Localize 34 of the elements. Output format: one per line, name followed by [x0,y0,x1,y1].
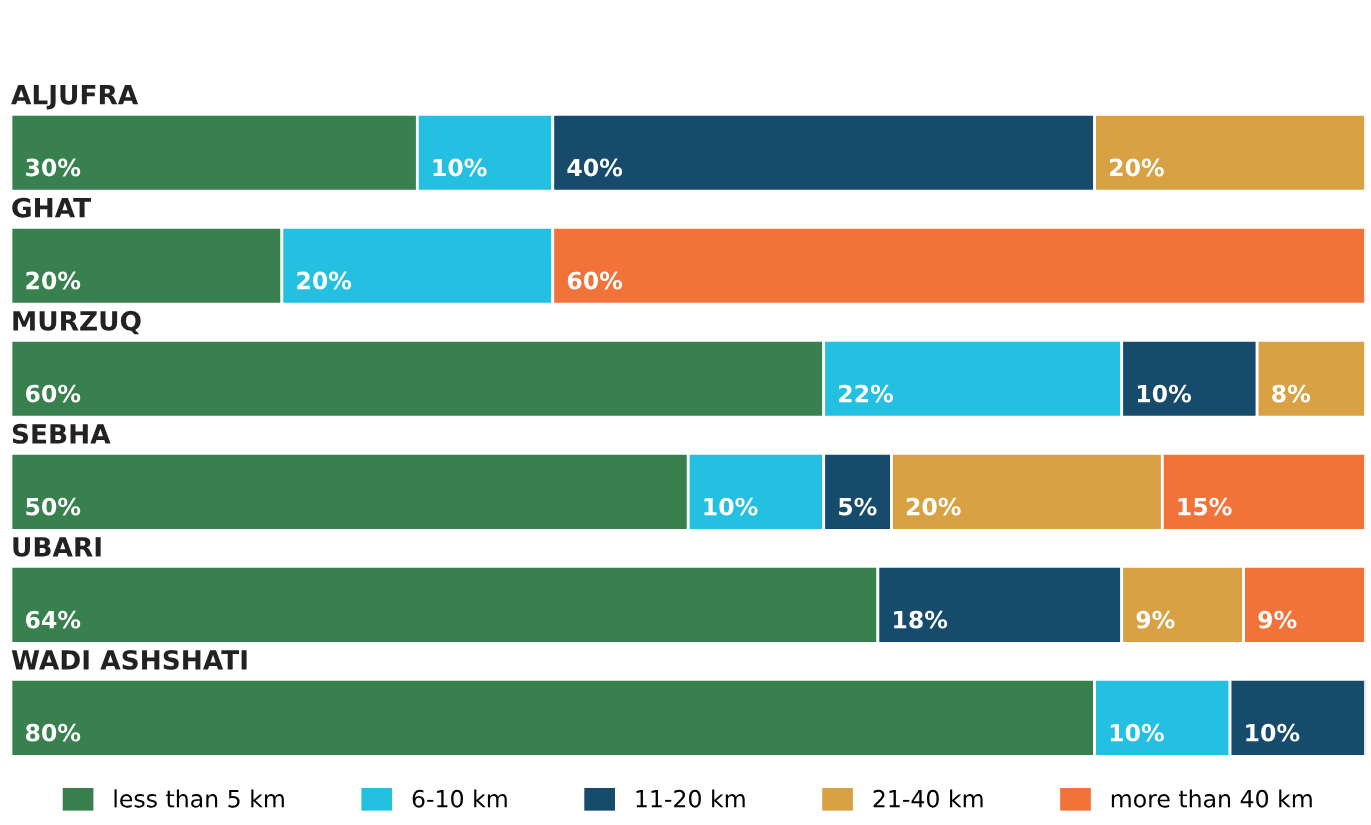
data-label: 22% [839,384,894,403]
data-label: 20% [906,497,961,516]
y-tick-label: SEBHA [12,423,111,444]
data-label: 9% [1258,610,1297,629]
legend-label: less than 5 km [114,789,284,808]
y-tick-label: WADI ASHSHATI [11,649,247,670]
y-tick-label: UBARI [13,537,101,557]
data-label: 10% [1110,723,1164,742]
legend-label: 21-40 km [873,789,983,808]
data-label: 80% [25,723,81,742]
y-tick-label: GHAT [12,197,91,218]
data-label: 60% [567,271,623,290]
data-label: 40% [567,158,623,177]
data-label: 60% [25,384,81,403]
y-tick-label: MURZUQ [13,310,141,335]
legend-label: 6-10 km [412,789,507,808]
legend-label: 11-20 km [636,789,745,808]
data-label: 9% [1136,610,1175,629]
data-label: 10% [1246,723,1300,742]
data-label: 15% [1178,497,1232,516]
y-tick-label: ALJUFRA [11,85,139,110]
data-label: 30% [26,158,81,177]
data-label: 18% [894,610,948,629]
data-label: 50% [26,497,81,516]
data-label: 8% [1272,384,1311,403]
data-label: 20% [1110,158,1164,177]
data-label: 10% [1137,384,1192,403]
data-label: 5% [839,497,877,516]
data-label: 20% [297,271,352,290]
data-label: 10% [704,497,758,516]
data-label: 20% [26,271,81,290]
legend-label: more than 40 km [1111,789,1312,808]
data-label: 10% [433,158,487,177]
data-label: 64% [25,610,81,629]
